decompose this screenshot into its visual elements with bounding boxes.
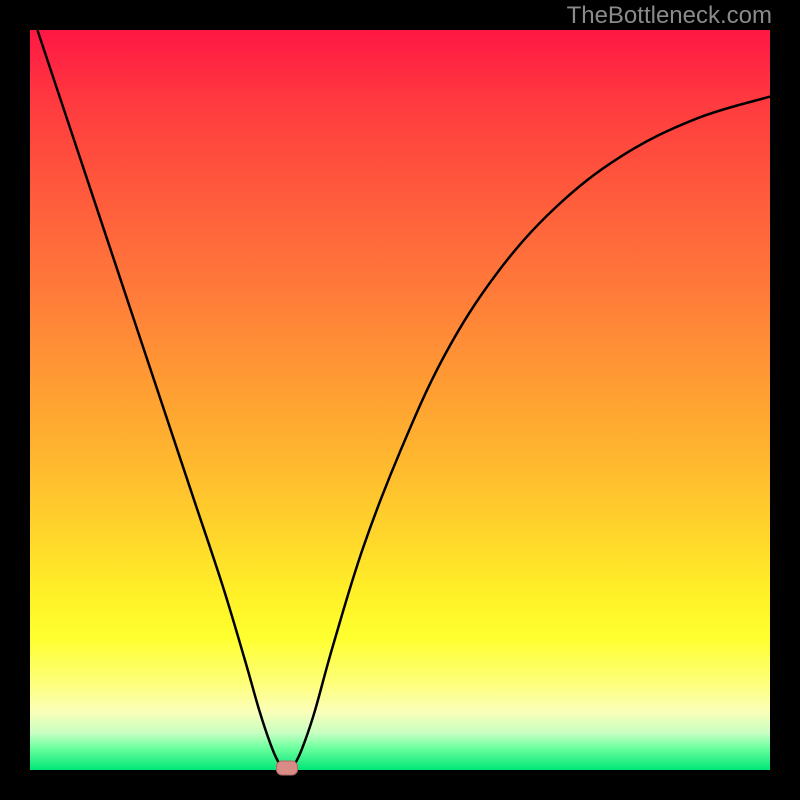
bottleneck-curve [30, 30, 770, 770]
watermark-label: TheBottleneck.com [567, 2, 772, 30]
optimal-point-marker [276, 760, 298, 775]
curve-path [37, 30, 770, 769]
plot-area [30, 30, 770, 770]
chart-frame: TheBottleneck.com [0, 0, 800, 800]
